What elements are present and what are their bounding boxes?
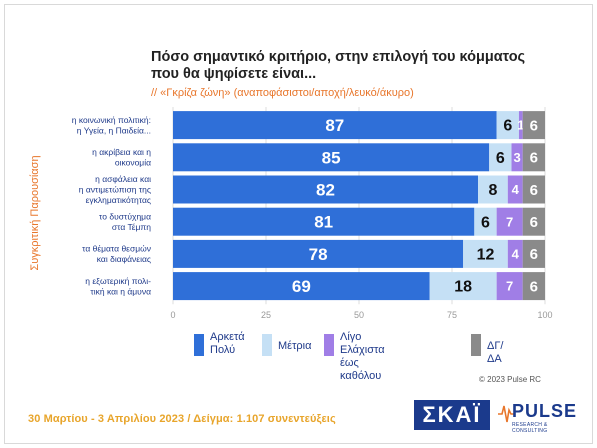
bar-segment-ligo bbox=[507, 239, 523, 268]
copyright: © 2023 Pulse RC bbox=[479, 375, 541, 384]
bar-segment-arketa bbox=[173, 272, 430, 301]
data-label-metria: 12 bbox=[477, 247, 495, 264]
data-label-dgda: 6 bbox=[530, 278, 538, 295]
bar-segment-dgda bbox=[522, 111, 545, 140]
legend-swatch-arketa bbox=[194, 334, 204, 356]
data-label-dgda: 6 bbox=[530, 182, 538, 199]
data-label-metria: 6 bbox=[503, 118, 512, 135]
bar-segment-ligo bbox=[496, 207, 523, 236]
legend-swatch-dgda bbox=[471, 334, 481, 356]
bar-segment-dgda bbox=[522, 207, 545, 236]
category-label: η κοινωνική πολιτική: η Υγεία, η Παιδεία.… bbox=[72, 115, 151, 136]
data-label-ligo: 4 bbox=[512, 246, 520, 261]
data-label-ligo: 3 bbox=[513, 150, 520, 165]
legend-swatch-ligo bbox=[324, 334, 334, 356]
legend-label-arketa: Αρκετά Πολύ bbox=[210, 331, 245, 356]
data-label-dgda: 6 bbox=[530, 214, 538, 231]
legend-label-dgda: ΔΓ/ΔΑ bbox=[487, 340, 504, 365]
legend-label-ligo: Λίγο Ελάχιστα έως καθόλου bbox=[340, 331, 385, 382]
data-label-arketa: 87 bbox=[325, 116, 344, 135]
bar-segment-metria bbox=[463, 239, 508, 268]
data-label-dgda: 6 bbox=[530, 246, 538, 263]
bar-segment-metria bbox=[496, 111, 519, 140]
pulse-wave-icon bbox=[498, 405, 514, 423]
data-label-metria: 6 bbox=[481, 214, 490, 231]
bar-segment-dgda bbox=[522, 175, 545, 204]
bar-segment-ligo bbox=[496, 272, 523, 301]
data-label-arketa: 78 bbox=[309, 245, 328, 264]
data-label-arketa: 81 bbox=[314, 213, 333, 232]
data-label-arketa: 69 bbox=[292, 277, 311, 296]
chart-title: Πόσο σημαντικό κριτήριο, στην επιλογή το… bbox=[151, 49, 526, 82]
data-label-arketa: 85 bbox=[322, 148, 341, 167]
bar-segment-arketa bbox=[173, 207, 475, 236]
footer-fieldwork: 30 Μαρτίου - 3 Απριλίου 2023 / Δείγμα: 1… bbox=[28, 413, 336, 425]
category-label: τα θέματα θεσμών και διαφάνειας bbox=[82, 244, 151, 265]
bar-segment-ligo bbox=[518, 111, 523, 140]
data-label-ligo: 4 bbox=[512, 182, 520, 197]
bar-segment-metria bbox=[489, 143, 512, 172]
bar-segment-arketa bbox=[173, 143, 490, 172]
data-label-metria: 8 bbox=[488, 182, 497, 199]
x-tick-label: 0 bbox=[170, 310, 175, 320]
legend-label-metria: Μέτρια bbox=[278, 340, 312, 352]
bar-segment-metria bbox=[429, 272, 497, 301]
data-label-ligo: 7 bbox=[506, 279, 513, 294]
data-label-ligo: 1 bbox=[517, 118, 524, 133]
x-tick-label: 25 bbox=[261, 310, 271, 320]
category-label: το δυστύχημα στα Τέμπη bbox=[99, 211, 151, 232]
data-label-ligo: 7 bbox=[506, 214, 513, 229]
bar-segment-metria bbox=[478, 175, 508, 204]
bar-segment-metria bbox=[474, 207, 497, 236]
bar-segment-arketa bbox=[173, 175, 479, 204]
x-tick-label: 50 bbox=[354, 310, 364, 320]
category-label: η ασφάλεια και η αντιμετώπιση της εγκληματ… bbox=[79, 174, 151, 205]
bar-segment-dgda bbox=[522, 239, 545, 268]
data-label-dgda: 6 bbox=[530, 117, 538, 134]
data-label-dgda: 6 bbox=[530, 150, 538, 167]
legend-swatch-metria bbox=[262, 334, 272, 356]
category-label: η εξωτερική πολι-τική και η άμυνα bbox=[85, 276, 151, 297]
bar-segment-dgda bbox=[522, 143, 545, 172]
pulse-logo: PULSE RESEARCH & CONSULTING bbox=[498, 398, 576, 434]
data-label-metria: 18 bbox=[454, 279, 472, 296]
skai-logo: ΣΚΑΪ bbox=[414, 400, 490, 430]
bar-segment-ligo bbox=[511, 143, 523, 172]
chart-subtitle: // «Γκρίζα ζώνη» (αναποφάσιστοι/αποχή/λε… bbox=[151, 87, 414, 99]
pulse-logo-text: PULSE bbox=[512, 401, 578, 421]
bar-segment-dgda bbox=[522, 272, 545, 301]
x-tick-label: 100 bbox=[537, 310, 552, 320]
page-frame bbox=[4, 4, 593, 444]
bar-segment-ligo bbox=[507, 175, 523, 204]
bar-segment-arketa bbox=[173, 111, 497, 140]
data-label-arketa: 82 bbox=[316, 180, 335, 199]
data-label-metria: 6 bbox=[496, 150, 505, 167]
bar-segment-arketa bbox=[173, 239, 464, 268]
category-label: η ακρίβεια και η οικονομία bbox=[92, 147, 151, 168]
x-tick-label: 75 bbox=[447, 310, 457, 320]
pulse-logo-subtext: RESEARCH & CONSULTING bbox=[512, 422, 548, 434]
